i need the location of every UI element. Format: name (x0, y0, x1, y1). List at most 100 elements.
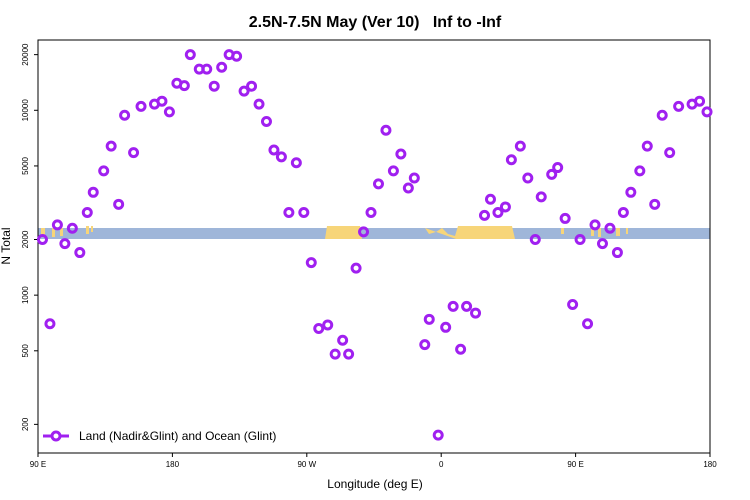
data-point (419, 339, 431, 351)
data-point (611, 247, 623, 259)
data-point (98, 165, 110, 177)
data-point (574, 234, 586, 246)
data-point (305, 257, 317, 269)
data-point (337, 334, 349, 346)
data-point (208, 80, 220, 92)
data-point (656, 109, 668, 121)
data-point (260, 115, 272, 127)
data-point (514, 140, 526, 152)
data-point (432, 429, 444, 441)
y-tick-label: 10000 (21, 99, 30, 122)
data-point (329, 348, 341, 360)
data-point (246, 80, 258, 92)
x-tick-label: 0 (439, 460, 444, 469)
data-point (701, 106, 713, 118)
data-point (105, 140, 117, 152)
data-point (231, 50, 243, 62)
data-point (423, 313, 435, 325)
data-point (365, 206, 377, 218)
data-point (313, 323, 325, 335)
data-point (625, 186, 637, 198)
data-point (505, 154, 517, 166)
data-point (479, 209, 491, 221)
data-point (81, 206, 93, 218)
y-tick-label: 200 (21, 417, 30, 431)
x-axis-label: Longitude (deg E) (327, 477, 422, 491)
data-point (673, 100, 685, 112)
data-point (634, 165, 646, 177)
land-patches (41, 226, 628, 239)
chart-title: 2.5N-7.5N May (Ver 10) Inf to -Inf (249, 14, 502, 31)
data-point (113, 198, 125, 210)
data-point (59, 238, 71, 250)
data-point (283, 206, 295, 218)
data-point (290, 157, 302, 169)
data-point (119, 109, 131, 121)
data-point (546, 168, 558, 180)
data-point (298, 206, 310, 218)
data-point (358, 226, 370, 238)
data-point (596, 238, 608, 250)
data-point (372, 178, 384, 190)
plot-frame (37, 39, 711, 454)
data-point (499, 201, 511, 213)
y-tick-label: 500 (21, 344, 30, 358)
data-point (529, 234, 541, 246)
x-tick-label: 180 (166, 460, 180, 469)
data-point (238, 85, 250, 97)
x-tick-label: 90 E (30, 460, 46, 469)
data-point (156, 95, 168, 107)
data-point (350, 262, 362, 274)
data-point (559, 212, 571, 224)
data-point (66, 222, 78, 234)
data-point (582, 318, 594, 330)
x-tick-label: 90 E (567, 460, 583, 469)
data-point (87, 186, 99, 198)
data-point (455, 343, 467, 355)
data-point (184, 49, 196, 61)
data-point (484, 193, 496, 205)
data-point (408, 172, 420, 184)
data-point (44, 318, 56, 330)
data-point (343, 348, 355, 360)
data-point (135, 100, 147, 112)
data-point (649, 198, 661, 210)
data-point (694, 95, 706, 107)
data-point (447, 300, 459, 312)
data-point (617, 206, 629, 218)
data-point (178, 80, 190, 92)
data-point (322, 319, 334, 331)
data-point (74, 247, 86, 259)
ocean-band (38, 228, 710, 239)
data-point (387, 165, 399, 177)
data-point (380, 124, 392, 136)
data-point (36, 234, 48, 246)
data-point (522, 172, 534, 184)
data-point (492, 206, 504, 218)
y-tick-label: 5000 (21, 156, 30, 174)
data-point (163, 106, 175, 118)
data-point (395, 148, 407, 160)
y-tick-label: 1000 (21, 286, 30, 304)
y-tick-label: 20000 (21, 43, 30, 66)
y-axis-label: N Total (0, 227, 13, 264)
data-point (268, 144, 280, 156)
data-point (128, 147, 140, 159)
legend-marker (50, 430, 62, 442)
data-point (664, 147, 676, 159)
data-point (604, 222, 616, 234)
data-point (461, 300, 473, 312)
data-point (470, 307, 482, 319)
legend-label: Land (Nadir&Glint) and Ocean (Glint) (79, 429, 276, 443)
data-point (535, 191, 547, 203)
data-point (589, 219, 601, 231)
x-tick-label: 180 (703, 460, 717, 469)
data-point (253, 98, 265, 110)
surface-strip (38, 226, 710, 239)
data-point (440, 321, 452, 333)
x-tick-label: 90 W (297, 460, 316, 469)
data-point (51, 219, 63, 231)
data-point (275, 151, 287, 163)
y-tick-label: 2000 (21, 230, 30, 248)
